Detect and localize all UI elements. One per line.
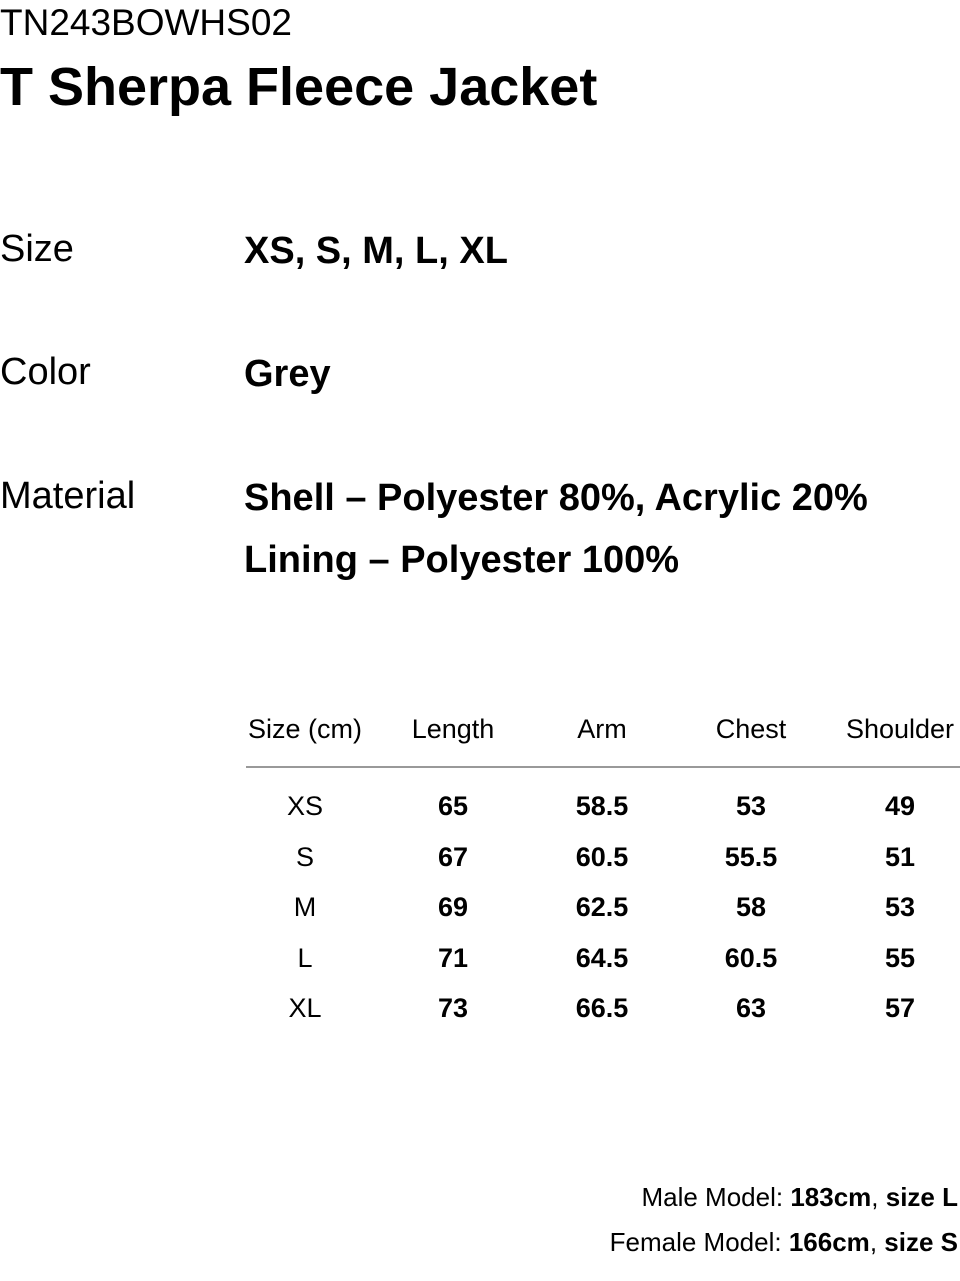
table-cell: 55 (884, 942, 916, 973)
table-rule (246, 766, 960, 768)
table-cell: L (297, 942, 313, 973)
model-separator: , (871, 1182, 879, 1212)
table-cell: 63 (735, 993, 767, 1023)
table-cell: 53 (884, 892, 916, 922)
table-cell: 53 (735, 791, 767, 821)
table-cell: 60.5 (575, 841, 629, 872)
table-cell: 69 (437, 892, 469, 922)
model-info: Female Model: 166cm, size S (610, 1229, 958, 1255)
table-cell: 66.5 (575, 993, 629, 1023)
column-header: Arm (577, 714, 627, 744)
table-cell: 51 (884, 841, 916, 872)
table-cell: 60.5 (724, 942, 778, 973)
spec-value: Lining – Polyester 100% (244, 539, 680, 581)
spec-value: Shell – Polyester 80%, Acrylic 20% (244, 477, 868, 519)
spec-value: XS, S, M, L, XL (244, 230, 508, 272)
table-cell: M (293, 892, 317, 922)
spec-label: Color (0, 351, 91, 393)
table-cell: 49 (884, 791, 916, 821)
table-cell: XL (288, 993, 322, 1023)
table-cell: 73 (437, 993, 469, 1023)
model-size: size L (885, 1182, 958, 1212)
model-info: Male Model: 183cm, size L (641, 1184, 958, 1210)
table-cell: S (295, 841, 315, 872)
spec-label: Size (0, 228, 74, 270)
model-label: Female Model: (609, 1227, 782, 1257)
table-cell: 71 (437, 942, 469, 973)
table-cell: 67 (437, 841, 469, 872)
product-title: T Sherpa Fleece Jacket (0, 57, 598, 117)
column-header: Length (411, 714, 495, 744)
spec-label: Material (0, 475, 136, 517)
column-header: Shoulder (845, 714, 955, 744)
model-height: 183cm (790, 1182, 872, 1212)
table-cell: 62.5 (575, 892, 629, 922)
table-cell: 55.5 (724, 841, 778, 872)
model-separator: , (869, 1227, 878, 1257)
column-header: Chest (715, 714, 787, 744)
column-header: Size (cm) (248, 714, 362, 744)
model-height: 166cm (788, 1227, 870, 1257)
table-cell: 64.5 (575, 942, 629, 973)
table-cell: 65 (437, 791, 469, 821)
table-cell: 58.5 (575, 791, 629, 821)
model-size: size S (884, 1227, 958, 1257)
model-label: Male Model: (641, 1182, 784, 1212)
table-cell: XS (286, 791, 324, 821)
table-cell: 57 (884, 993, 916, 1023)
table-cell: 58 (735, 892, 767, 922)
spec-value: Grey (244, 353, 331, 395)
product-code: TN243BOWHS02 (0, 2, 292, 43)
